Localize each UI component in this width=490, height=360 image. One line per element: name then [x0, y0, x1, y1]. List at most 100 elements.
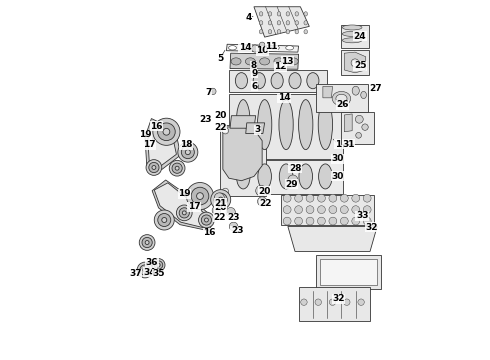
Ellipse shape [140, 265, 150, 275]
Text: 20: 20 [215, 203, 227, 212]
Ellipse shape [279, 164, 293, 189]
Ellipse shape [253, 73, 266, 89]
Ellipse shape [318, 194, 325, 202]
Ellipse shape [185, 150, 190, 155]
Text: 16: 16 [150, 122, 163, 131]
Ellipse shape [256, 188, 263, 195]
Text: 37: 37 [129, 269, 142, 278]
Polygon shape [298, 287, 370, 321]
Text: 17: 17 [143, 140, 156, 149]
Ellipse shape [137, 262, 153, 278]
Polygon shape [154, 183, 211, 229]
Ellipse shape [306, 217, 314, 225]
Ellipse shape [352, 217, 360, 225]
Ellipse shape [283, 206, 291, 213]
Text: 24: 24 [354, 32, 367, 41]
Ellipse shape [318, 164, 332, 189]
Ellipse shape [341, 206, 348, 213]
Ellipse shape [154, 210, 174, 230]
Ellipse shape [332, 91, 351, 106]
Polygon shape [342, 50, 369, 75]
Ellipse shape [363, 206, 371, 213]
Ellipse shape [318, 100, 333, 150]
Text: 17: 17 [188, 202, 200, 211]
Ellipse shape [329, 194, 337, 202]
Ellipse shape [277, 21, 281, 25]
Text: 23: 23 [199, 116, 212, 125]
Ellipse shape [235, 73, 247, 89]
Ellipse shape [295, 30, 298, 34]
Ellipse shape [363, 217, 371, 225]
Ellipse shape [259, 30, 263, 34]
Polygon shape [281, 195, 373, 225]
Ellipse shape [362, 124, 368, 130]
Text: 31: 31 [343, 140, 355, 149]
Polygon shape [317, 255, 381, 289]
Ellipse shape [304, 21, 308, 25]
Ellipse shape [259, 21, 263, 25]
Ellipse shape [286, 46, 294, 50]
Ellipse shape [149, 162, 159, 172]
Polygon shape [148, 123, 176, 166]
Ellipse shape [196, 193, 203, 199]
Ellipse shape [252, 70, 257, 75]
Ellipse shape [162, 217, 167, 222]
Ellipse shape [352, 194, 360, 202]
Ellipse shape [218, 197, 223, 202]
Polygon shape [152, 180, 215, 231]
Ellipse shape [304, 12, 308, 16]
Ellipse shape [336, 94, 347, 103]
Ellipse shape [315, 299, 321, 305]
Ellipse shape [198, 212, 214, 228]
Text: 9: 9 [251, 69, 258, 78]
Ellipse shape [179, 208, 189, 218]
Ellipse shape [145, 240, 149, 244]
Ellipse shape [253, 84, 259, 89]
Ellipse shape [343, 25, 362, 30]
Text: 23: 23 [228, 213, 240, 222]
Ellipse shape [343, 31, 362, 36]
Ellipse shape [277, 30, 281, 34]
Polygon shape [342, 112, 374, 144]
Ellipse shape [294, 206, 302, 213]
Ellipse shape [284, 57, 290, 63]
Ellipse shape [341, 217, 348, 225]
Ellipse shape [288, 175, 298, 185]
Text: 3: 3 [254, 126, 261, 135]
Ellipse shape [295, 12, 298, 16]
Text: 35: 35 [152, 269, 165, 278]
Ellipse shape [279, 100, 293, 150]
Ellipse shape [343, 38, 362, 43]
Ellipse shape [268, 30, 272, 34]
Ellipse shape [211, 190, 231, 210]
Text: 32: 32 [332, 294, 345, 303]
Ellipse shape [176, 205, 192, 221]
Text: 20: 20 [258, 187, 271, 196]
Polygon shape [229, 160, 343, 194]
Ellipse shape [158, 123, 175, 141]
Ellipse shape [286, 12, 290, 16]
Ellipse shape [281, 96, 287, 101]
Text: 14: 14 [239, 43, 251, 52]
Ellipse shape [257, 46, 265, 50]
Ellipse shape [228, 46, 237, 50]
Ellipse shape [356, 132, 362, 138]
Ellipse shape [355, 115, 363, 123]
Ellipse shape [258, 164, 271, 189]
Ellipse shape [236, 100, 250, 150]
Polygon shape [226, 44, 298, 52]
Ellipse shape [268, 12, 272, 16]
Text: 20: 20 [214, 111, 226, 120]
Polygon shape [223, 126, 262, 181]
Ellipse shape [251, 45, 259, 52]
Text: 30: 30 [331, 154, 343, 163]
Polygon shape [320, 258, 377, 285]
Ellipse shape [143, 268, 147, 272]
Ellipse shape [318, 206, 325, 213]
Polygon shape [288, 226, 377, 251]
Ellipse shape [294, 217, 302, 225]
Text: 22: 22 [260, 199, 272, 208]
Text: 14: 14 [278, 93, 290, 102]
Ellipse shape [352, 86, 359, 95]
Text: 19: 19 [178, 189, 191, 198]
